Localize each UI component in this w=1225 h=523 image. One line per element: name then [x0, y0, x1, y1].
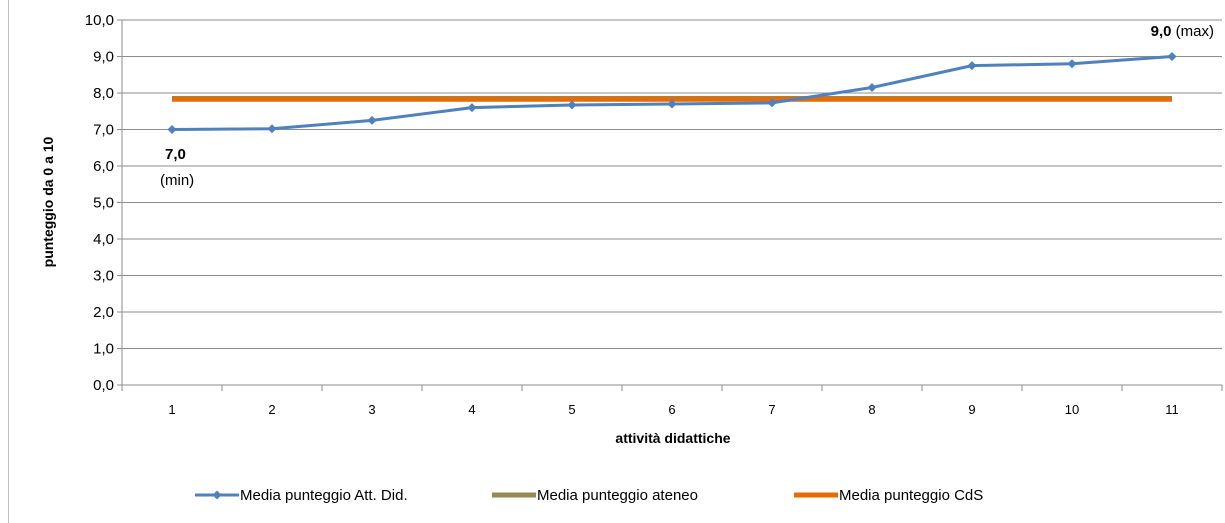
- x-tick-label: 6: [668, 402, 675, 417]
- x-tick-label: 2: [268, 402, 275, 417]
- x-tick-label: 8: [868, 402, 875, 417]
- x-tick-label: 10: [1065, 402, 1079, 417]
- x-tick-label: 11: [1165, 402, 1179, 417]
- y-tick-label: 5,0: [93, 195, 114, 212]
- max-annotation: 9,0 (max): [1151, 23, 1214, 40]
- y-tick-label: 8,0: [93, 85, 114, 102]
- y-tick-label: 1,0: [93, 341, 114, 358]
- max-annotation-value: 9,0: [1151, 23, 1172, 40]
- x-tick-label: 1: [168, 402, 175, 417]
- legend-label: Media punteggio Att. Did.: [240, 487, 408, 504]
- legend: Media punteggio Att. Did. Media punteggio…: [195, 487, 983, 504]
- data-point: [567, 100, 577, 110]
- y-tick-label: 3,0: [93, 268, 114, 285]
- data-point: [467, 103, 477, 113]
- legend-label: Media punteggio ateneo: [537, 487, 698, 504]
- x-axis-ticks: 1 2 3 4 5 6 7 8 9 10 11: [121, 385, 1223, 417]
- y-tick-label: 0,0: [93, 377, 114, 394]
- x-tick-label: 4: [468, 402, 475, 417]
- data-point: [267, 124, 277, 134]
- x-tick-label: 3: [368, 402, 375, 417]
- x-tick-label: 5: [568, 402, 575, 417]
- annotations: 7,0 (min) 9,0 (max): [160, 23, 1214, 189]
- y-axis-ticks: 0,0 1,0 2,0 3,0 4,0 5,0 6,0 7,0 8,0 9,0 10,0: [85, 12, 122, 394]
- legend-label: Media punteggio CdS: [839, 487, 983, 504]
- y-tick-label: 10,0: [85, 12, 114, 29]
- data-point: [767, 98, 777, 108]
- data-point: [1067, 59, 1077, 69]
- min-annotation-label: (min): [160, 172, 194, 189]
- data-point: [967, 61, 977, 71]
- x-axis-title: attività didattiche: [615, 430, 730, 446]
- y-tick-label: 7,0: [93, 122, 114, 139]
- max-annotation-label: (max): [1172, 23, 1215, 40]
- series-group: [167, 52, 1177, 134]
- y-tick-label: 6,0: [93, 158, 114, 175]
- y-tick-label: 9,0: [93, 49, 114, 66]
- data-point: [367, 115, 377, 125]
- y-tick-label: 2,0: [93, 304, 114, 321]
- axes: [121, 20, 1222, 386]
- x-tick-label: 9: [968, 402, 975, 417]
- min-annotation-value: 7,0: [165, 146, 186, 163]
- data-point: [167, 125, 177, 134]
- data-point: [667, 99, 677, 109]
- x-tick-label: 7: [768, 402, 775, 417]
- data-point: [867, 83, 877, 93]
- y-axis-title: punteggio da 0 a 10: [40, 136, 56, 267]
- legend-marker: [212, 490, 222, 500]
- data-point: [1167, 52, 1177, 61]
- y-tick-label: 4,0: [93, 231, 114, 248]
- gridlines: [122, 19, 1222, 386]
